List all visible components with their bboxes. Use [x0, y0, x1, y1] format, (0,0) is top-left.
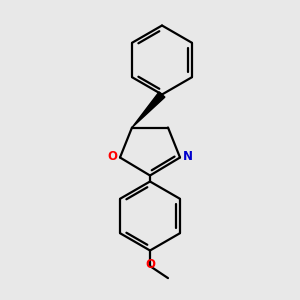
- Text: O: O: [107, 150, 118, 163]
- Text: O: O: [145, 258, 155, 271]
- Text: N: N: [182, 150, 193, 163]
- Polygon shape: [132, 92, 165, 128]
